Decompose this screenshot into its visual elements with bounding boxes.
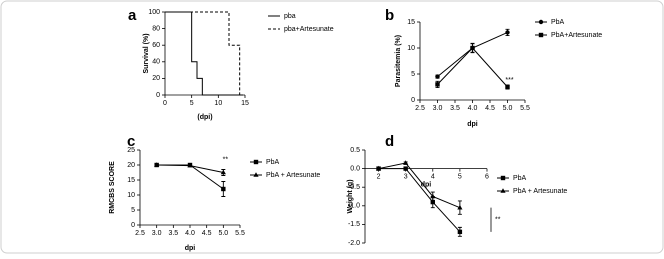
y-tick-label: 0.5 xyxy=(350,147,360,154)
y-tick-label: 0 xyxy=(131,222,135,229)
x-tick-label: 2 xyxy=(377,173,381,180)
x-axis-label: dpi xyxy=(185,245,196,252)
annotation: ** xyxy=(223,156,229,163)
x-tick-label: 4.5 xyxy=(202,230,212,237)
legend-label: PbA xyxy=(266,159,280,166)
x-tick-label: 2.5 xyxy=(415,105,425,112)
marker xyxy=(505,30,510,35)
legend-label: pba xyxy=(284,13,296,20)
y-tick-label: 15 xyxy=(407,19,415,26)
y-tick-label: 25 xyxy=(127,147,135,154)
marker xyxy=(187,162,193,168)
legend-marker xyxy=(538,32,544,38)
y-tick-label: 15 xyxy=(127,177,135,184)
x-axis-label: (dpi) xyxy=(197,114,212,121)
y-tick-label: 40 xyxy=(152,59,160,66)
y-tick-label: 10 xyxy=(127,192,135,199)
y-tick-label: 0 xyxy=(156,92,160,99)
annotation: *** xyxy=(505,77,513,84)
marker xyxy=(375,165,382,171)
legend-label: PbA xyxy=(513,175,527,182)
x-tick-label: 5 xyxy=(458,173,462,180)
x-tick-label: 4.0 xyxy=(185,230,195,237)
x-tick-label: 5.0 xyxy=(218,230,228,237)
marker xyxy=(221,186,226,192)
y-tick-label: 80 xyxy=(152,25,160,32)
marker xyxy=(430,199,435,205)
panel-label: d xyxy=(385,133,394,150)
y-tick-label: 10 xyxy=(407,45,415,52)
y-tick-label: -0.5 xyxy=(348,184,360,191)
marker xyxy=(470,45,475,51)
marker xyxy=(457,204,463,210)
series-line xyxy=(378,162,461,209)
series-line xyxy=(165,11,243,96)
x-tick-label: 4.0 xyxy=(468,105,478,112)
x-tick-label: 3 xyxy=(404,173,408,180)
panel-label: b xyxy=(385,7,394,24)
y-tick-label: 60 xyxy=(152,42,160,49)
legend-marker xyxy=(253,159,259,165)
x-tick-label: 2.5 xyxy=(135,230,145,237)
y-tick-label: 20 xyxy=(127,162,135,169)
marker xyxy=(220,169,226,175)
y-tick-label: 0.0 xyxy=(350,165,360,172)
x-tick-label: 3.5 xyxy=(168,230,178,237)
y-axis-label: Survival (%) xyxy=(143,33,150,73)
x-tick-label: 10 xyxy=(214,100,222,107)
marker xyxy=(505,84,510,90)
legend-label: PbA+Artesunate xyxy=(551,32,602,39)
x-tick-label: 5 xyxy=(190,100,194,107)
y-axis-label: Weight (g) xyxy=(347,179,354,213)
marker xyxy=(430,193,436,199)
marker xyxy=(435,74,440,79)
legend-label: PbA xyxy=(551,19,565,26)
series-line xyxy=(378,168,461,233)
x-axis-label: dpi xyxy=(421,181,432,188)
y-tick-label: 5 xyxy=(411,71,415,78)
marker xyxy=(403,166,408,171)
legend-label: PbA + Artesunate xyxy=(513,188,567,195)
y-tick-label: -1.5 xyxy=(348,221,360,228)
x-tick-label: 5.5 xyxy=(235,230,245,237)
legend-marker xyxy=(538,19,544,25)
y-axis-label: RMCBS SCORE xyxy=(109,161,116,214)
series-line xyxy=(437,31,508,77)
y-axis-label: Parasitemia (%) xyxy=(395,35,402,87)
legend-label: PbA + Artesunate xyxy=(266,172,320,179)
y-tick-label: 0 xyxy=(411,97,415,104)
x-tick-label: 4 xyxy=(431,173,435,180)
panel-label: a xyxy=(128,7,137,24)
y-tick-label: -2.0 xyxy=(348,240,360,247)
x-tick-label: 15 xyxy=(241,100,249,107)
x-tick-label: 3.5 xyxy=(450,105,460,112)
panel-label: c xyxy=(127,133,135,150)
y-tick-label: 5 xyxy=(131,207,135,214)
x-tick-label: 4.5 xyxy=(485,105,495,112)
series-line xyxy=(156,164,224,190)
x-tick-label: 3.0 xyxy=(433,105,443,112)
y-tick-label: 100 xyxy=(148,9,160,16)
x-tick-label: 3.0 xyxy=(152,230,162,237)
annotation: ** xyxy=(495,217,501,224)
legend-label: pba+Artesunate xyxy=(284,26,334,33)
x-tick-label: 0 xyxy=(163,100,167,107)
y-tick-label: 20 xyxy=(152,75,160,82)
x-tick-label: 5.5 xyxy=(520,105,530,112)
marker xyxy=(457,229,463,235)
marker xyxy=(403,160,409,165)
legend-marker xyxy=(500,175,506,181)
legend-marker xyxy=(253,172,259,177)
x-tick-label: 5.0 xyxy=(503,105,513,112)
x-axis-label: dpi xyxy=(467,121,478,128)
legend-marker xyxy=(500,188,506,193)
series-line xyxy=(165,11,243,96)
marker xyxy=(154,162,160,167)
marker xyxy=(435,82,440,87)
y-tick-label: -1.0 xyxy=(348,203,360,210)
x-tick-label: 6 xyxy=(485,173,489,180)
